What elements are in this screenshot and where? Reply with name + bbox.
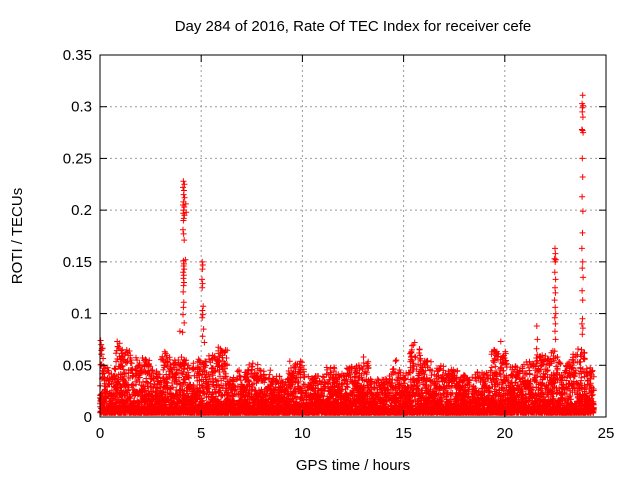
scatter-series [97,92,597,416]
y-tick-label: 0.1 [71,306,92,323]
y-tick-label: 0.25 [63,150,92,167]
y-tick-label: 0.2 [71,202,92,219]
y-tick-label: 0 [84,409,92,426]
plot-border [99,54,607,418]
axis-ticks [99,54,607,418]
tick-labels: 0 5 10 15 20 25 0 0.05 0.1 0.15 0.2 0.25 0.3 0.35 [63,47,615,442]
gridlines [100,55,606,417]
x-tick-label: 0 [96,425,104,442]
y-tick-label: 0.35 [63,47,92,64]
chart-title: Day 284 of 2016, Rate Of TEC Index for r… [175,18,532,35]
y-tick-label: 0.15 [63,254,92,271]
y-axis-label: ROTI / TECUs [9,188,26,284]
x-tick-label: 20 [496,425,513,442]
scatter-markers [97,92,597,416]
y-tick-label: 0.05 [63,357,92,374]
x-tick-label: 5 [197,425,205,442]
plot-box [99,54,607,418]
x-tick-label: 15 [395,425,412,442]
x-tick-label: 25 [598,425,615,442]
x-axis-label: GPS time / hours [296,457,410,474]
y-tick-label: 0.3 [71,99,92,116]
x-tick-label: 10 [294,425,311,442]
